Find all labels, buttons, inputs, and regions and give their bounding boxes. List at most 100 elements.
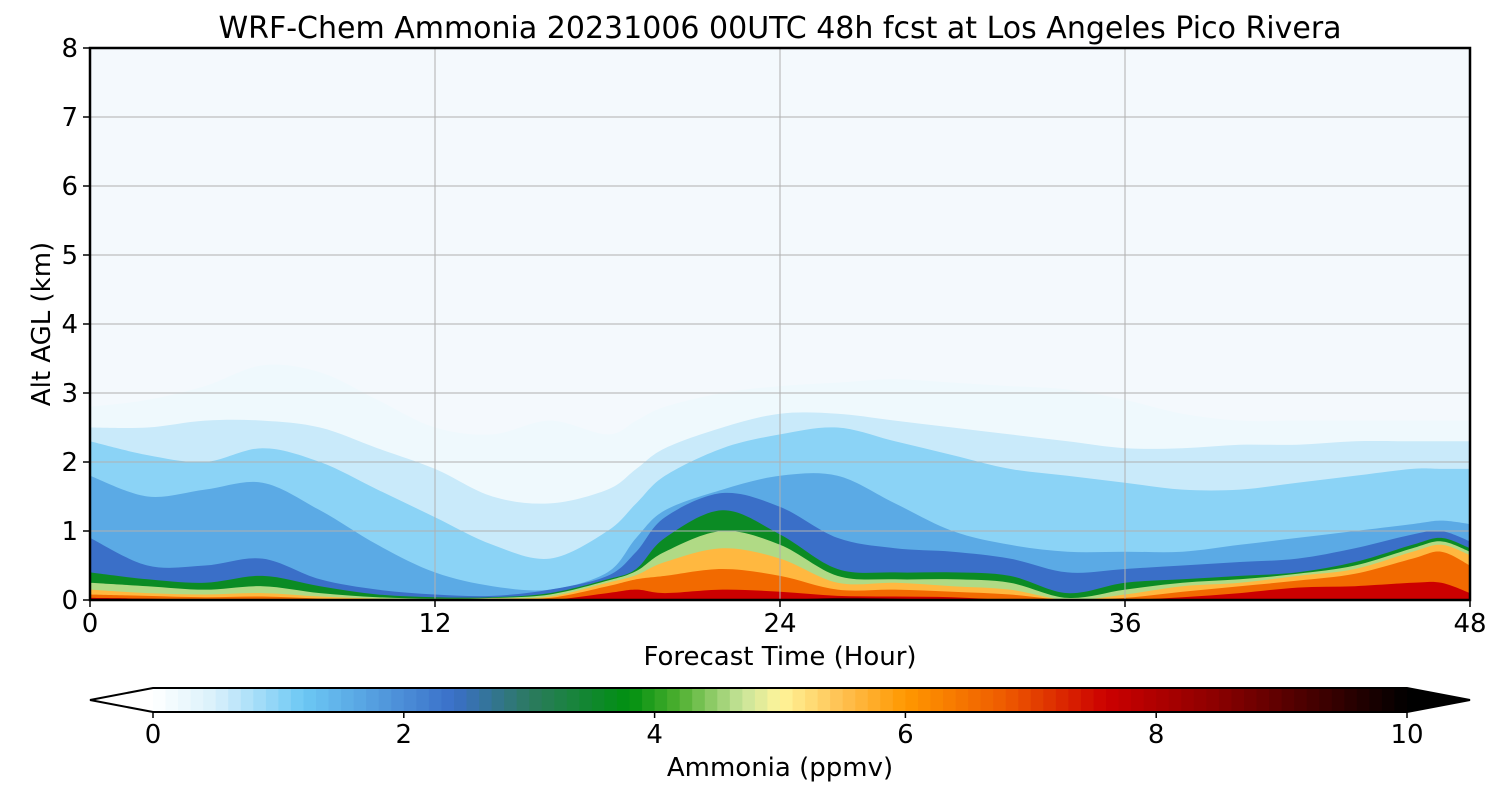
colorbar-segment <box>341 688 354 712</box>
colorbar-segment <box>1369 688 1382 712</box>
colorbar-segment <box>705 688 718 712</box>
colorbar-segment <box>1106 688 1119 712</box>
colorbar-segment <box>1394 688 1407 712</box>
colorbar-segment <box>880 688 893 712</box>
colorbar-segment <box>529 688 542 712</box>
colorbar-segment <box>228 688 241 712</box>
colorbar-tick-label: 4 <box>646 720 663 750</box>
colorbar-segment <box>1319 688 1332 712</box>
colorbar-segment <box>1219 688 1232 712</box>
colorbar-segment <box>1244 688 1257 712</box>
colorbar-segment <box>993 688 1006 712</box>
colorbar-segment <box>542 688 555 712</box>
colorbar-segment <box>1382 688 1395 712</box>
colorbar-segment <box>191 688 204 712</box>
colorbar-segment <box>504 688 517 712</box>
colorbar-segment <box>166 688 179 712</box>
colorbar-segment <box>1344 688 1357 712</box>
x-axis-label: Forecast Time (Hour) <box>643 642 916 672</box>
colorbar-segment <box>1194 688 1207 712</box>
colorbar-segment <box>830 688 843 712</box>
colorbar-segment <box>366 688 379 712</box>
chart-title: WRF-Chem Ammonia 20231006 00UTC 48h fcst… <box>218 11 1341 46</box>
x-tick-label: 36 <box>1108 609 1141 639</box>
colorbar-segment <box>843 688 856 712</box>
colorbar-label: Ammonia (ppmv) <box>667 753 893 783</box>
colorbar-segment <box>930 688 943 712</box>
colorbar-segment <box>655 688 668 712</box>
colorbar-segment <box>805 688 818 712</box>
colorbar-segment <box>893 688 906 712</box>
colorbar-segment <box>1144 688 1157 712</box>
colorbar-segment <box>667 688 680 712</box>
colorbar-segment <box>579 688 592 712</box>
x-axis-ticks: 0 12 24 36 48 <box>82 600 1487 639</box>
x-tick-label: 24 <box>763 609 796 639</box>
colorbar-segment <box>943 688 956 712</box>
colorbar-segment <box>717 688 730 712</box>
colorbar-segment <box>278 688 291 712</box>
colorbar-segment <box>153 688 166 712</box>
colorbar-segment <box>1294 688 1307 712</box>
x-tick-label: 48 <box>1453 609 1486 639</box>
y-tick-label: 2 <box>61 448 78 478</box>
colorbar-segment <box>1119 688 1132 712</box>
x-tick-label: 0 <box>82 609 99 639</box>
colorbar-segment <box>692 688 705 712</box>
colorbar-segment <box>479 688 492 712</box>
colorbar-segment <box>755 688 768 712</box>
colorbar-segment <box>981 688 994 712</box>
colorbar-segment <box>454 688 467 712</box>
colorbar-segment <box>855 688 868 712</box>
colorbar-segment <box>467 688 480 712</box>
colorbar-segment <box>354 688 367 712</box>
y-tick-label: 7 <box>61 103 78 133</box>
colorbar-segment <box>266 688 279 712</box>
colorbar-extend-max <box>1407 688 1470 712</box>
y-axis-ticks: 0 1 2 3 4 5 6 7 8 <box>61 34 90 616</box>
colorbar-segment <box>742 688 755 712</box>
colorbar-segment <box>1068 688 1081 712</box>
colorbar-segment <box>1307 688 1320 712</box>
colorbar-segment <box>680 688 693 712</box>
colorbar-segment <box>1169 688 1182 712</box>
colorbar-segment <box>1206 688 1219 712</box>
y-tick-label: 1 <box>61 517 78 547</box>
colorbar-tick-label: 10 <box>1390 720 1423 750</box>
colorbar-segment <box>291 688 304 712</box>
colorbar-segment <box>1156 688 1169 712</box>
colorbar-segment <box>554 688 567 712</box>
colorbar-segment <box>1018 688 1031 712</box>
colorbar-segment <box>918 688 931 712</box>
colorbar-segment <box>1332 688 1345 712</box>
y-tick-label: 3 <box>61 379 78 409</box>
colorbar-segment <box>253 688 266 712</box>
colorbar-segment <box>767 688 780 712</box>
y-axis-label: Alt AGL (km) <box>27 242 57 406</box>
colorbar-segment <box>1282 688 1295 712</box>
colorbar-segment <box>630 688 643 712</box>
colorbar-segment <box>956 688 969 712</box>
colorbar-segment <box>1006 688 1019 712</box>
colorbar-segment <box>241 688 254 712</box>
colorbar-tick-label: 0 <box>145 720 162 750</box>
colorbar-segment <box>1231 688 1244 712</box>
colorbar-segment <box>404 688 417 712</box>
y-tick-label: 0 <box>61 586 78 616</box>
colorbar-segment <box>216 688 229 712</box>
colorbar-segment <box>517 688 530 712</box>
colorbar-segment <box>1031 688 1044 712</box>
colorbar-segment <box>441 688 454 712</box>
colorbar-segment <box>1081 688 1094 712</box>
colorbar-segment <box>780 688 793 712</box>
colorbar-segment <box>1181 688 1194 712</box>
colorbar-tick-label: 2 <box>396 720 413 750</box>
colorbar-segment <box>868 688 881 712</box>
colorbar-tick-label: 6 <box>897 720 914 750</box>
colorbar-segment <box>379 688 392 712</box>
colorbar-segment <box>1269 688 1282 712</box>
colorbar-segment <box>793 688 806 712</box>
colorbar-segment <box>818 688 831 712</box>
colorbar-segment <box>1056 688 1069 712</box>
